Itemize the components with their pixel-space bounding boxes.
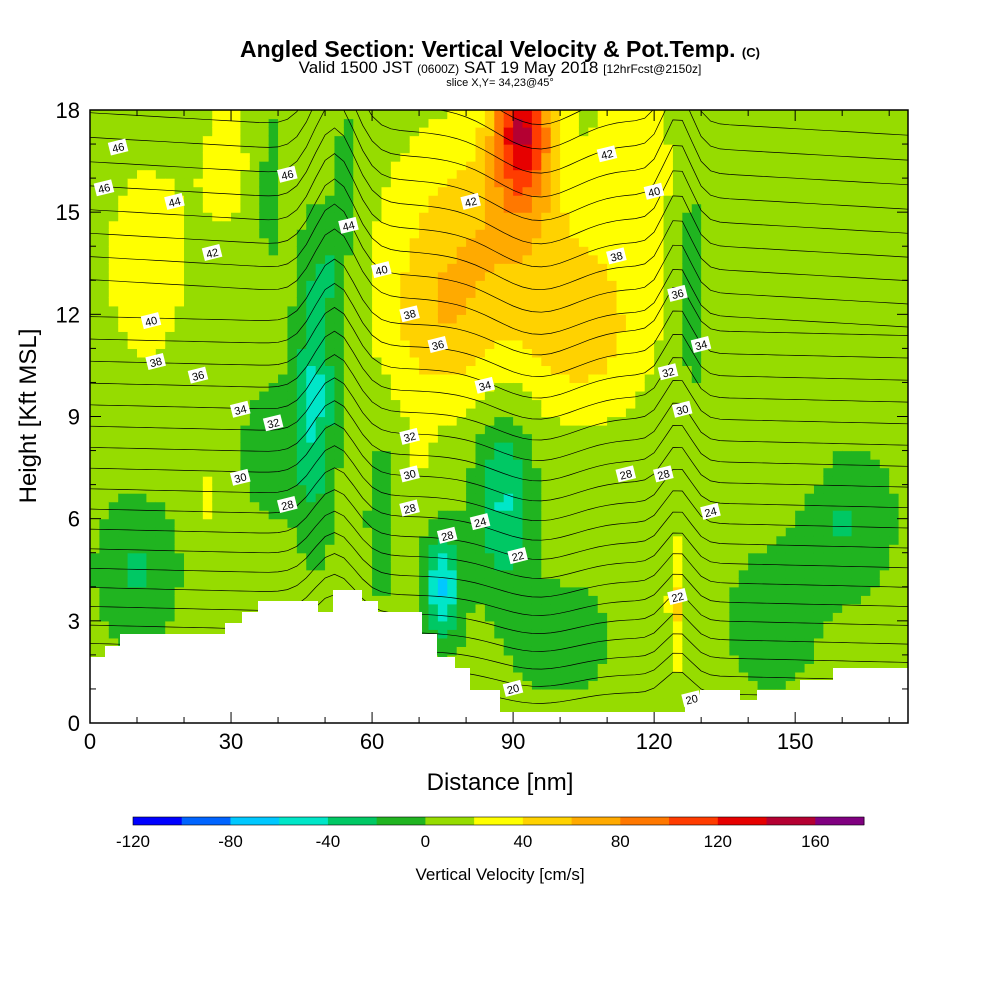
contour-label: 34 (690, 336, 712, 353)
chart-title-unit: (C) (741, 45, 760, 60)
y-tick-label: 15 (56, 200, 80, 225)
contour-label: 42 (460, 192, 481, 210)
contour-label: 24 (469, 513, 491, 530)
colorbar-swatch (717, 817, 768, 825)
y-tick-label: 6 (68, 507, 80, 532)
contour-label: 36 (667, 284, 688, 302)
x-axis-label: Distance [nm] (427, 769, 574, 796)
y-tick-label: 9 (68, 405, 80, 430)
contour-labels: 46 46 46 44 44 42 42 42 40 40 40 38 38 38 36 36 36 34 34 34… (93, 138, 721, 707)
contour-label: 28 (615, 465, 637, 483)
y-tick-label: 12 (56, 302, 80, 327)
contour-label: 30 (229, 468, 251, 486)
contour-label: 34 (229, 400, 251, 418)
contour-label: 36 (187, 366, 209, 384)
contour-label: 40 (140, 312, 162, 329)
forecast-info: [12hrFcst@2150z] (603, 62, 702, 76)
colorbar-tick-label: 0 (421, 832, 430, 851)
contour-label: 20 (502, 679, 524, 697)
colorbar-swatch (425, 817, 475, 825)
x-tick-label: 0 (84, 729, 96, 754)
contour-label: 46 (107, 138, 129, 156)
colorbar-tick-label: 40 (513, 832, 532, 851)
contour-label: 32 (399, 427, 420, 445)
colorbar-swatch (474, 817, 524, 825)
x-tick-label: 60 (360, 729, 384, 754)
terrain (90, 590, 908, 723)
contour-label: 32 (657, 363, 679, 380)
colorbar-swatch (327, 817, 378, 825)
colorbar-tick-label: 80 (611, 832, 630, 851)
y-tick-label: 3 (68, 609, 80, 634)
chart-title-main: Angled Section: Vertical Velocity & Pot.… (240, 36, 736, 62)
contour-label: 38 (399, 305, 420, 323)
colorbar-swatch (522, 817, 573, 825)
colorbar: -120 -80 -40 0 40 80 120 160 (116, 816, 865, 851)
contour-label: 38 (606, 247, 627, 265)
x-tick-label: 90 (501, 729, 525, 754)
y-tick-label: 0 (68, 711, 80, 736)
colorbar-tick-label: 160 (801, 832, 829, 851)
y-axis-label: Height [Kft MSL] (15, 329, 42, 504)
colorbar-swatch (376, 817, 426, 825)
contour-label: 30 (399, 465, 420, 483)
colorbar-swatch (815, 817, 865, 825)
contour-label: 28 (436, 526, 458, 544)
contour-label: 30 (671, 400, 693, 418)
x-tick-label: 30 (219, 729, 243, 754)
colorbar-swatch (766, 817, 816, 825)
y-tick-label: 18 (56, 98, 80, 123)
contour-label: 40 (643, 182, 665, 200)
contour-label: 44 (164, 192, 185, 210)
valid-time: Valid 1500 JST (298, 58, 413, 77)
contour-label: 24 (700, 502, 721, 520)
valid-date: SAT 19 May 2018 (463, 58, 599, 77)
slice-info: slice X,Y= 34,23@45° (446, 77, 554, 89)
contour-label: 42 (201, 244, 223, 261)
colorbar-tick-label: -40 (316, 832, 341, 851)
contour-label: 46 (93, 179, 115, 197)
colorbar-swatch (669, 817, 719, 825)
colorbar-swatch (279, 817, 329, 825)
colorbar-tick-label: 120 (704, 832, 732, 851)
x-tick-label: 150 (777, 729, 814, 754)
contour-label: 28 (276, 496, 298, 513)
colorbar-swatch (571, 817, 621, 825)
chart-title: Angled Section: Vertical Velocity & Pot.… (0, 36, 1000, 63)
valid-utc: (0600Z) (417, 62, 460, 76)
colorbar-swatch (181, 817, 231, 825)
chart-valid-line: Valid 1500 JST (0600Z) SAT 19 May 2018 [… (0, 58, 1000, 78)
contour-label: 22 (507, 547, 528, 564)
contour-label: 42 (596, 145, 618, 163)
contour-label: 28 (653, 465, 674, 483)
colorbar-swatch (230, 817, 280, 825)
contour-label: 38 (145, 353, 166, 370)
contour-label: 28 (399, 499, 420, 517)
colorbar-label: Vertical Velocity [cm/s] (415, 865, 584, 884)
colorbar-swatch (133, 817, 183, 825)
contour-label: 46 (276, 165, 298, 183)
contour-label: 20 (681, 690, 702, 707)
contour-label: 34 (474, 376, 496, 394)
colorbar-swatch (620, 817, 670, 825)
contour-label: 32 (262, 414, 284, 432)
colorbar-tick-label: -120 (116, 832, 150, 851)
contour-label: 22 (667, 588, 688, 605)
x-tick-label: 120 (636, 729, 673, 754)
contour-label: 36 (427, 336, 449, 353)
colorbar-tick-label: -80 (218, 832, 243, 851)
contour-label: 40 (371, 261, 392, 278)
contour-label: 44 (338, 216, 359, 234)
